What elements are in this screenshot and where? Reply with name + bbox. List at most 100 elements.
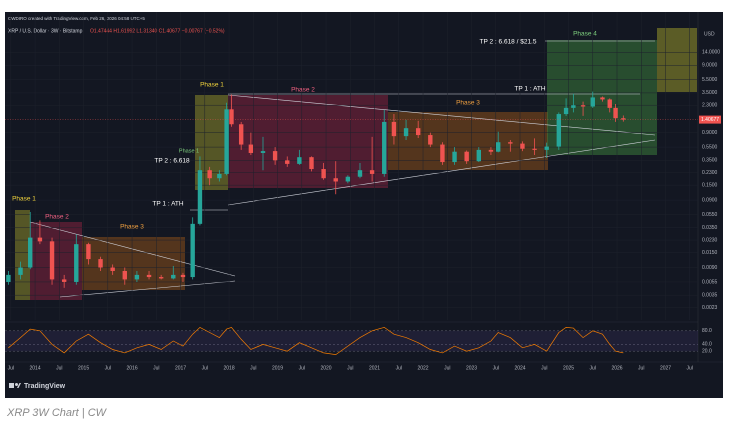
annotation: Phase 3 (456, 100, 480, 107)
zone-box (388, 112, 548, 170)
candle-body (197, 170, 203, 224)
x-tick-label: Jul (590, 365, 596, 371)
zone-box (30, 222, 82, 300)
annotation: Phase 2 (291, 87, 315, 94)
x-tick-label: Jul (299, 365, 305, 371)
y-tick-label: 2.3000 (702, 103, 718, 109)
annotation: TP 1 : ATH (514, 86, 545, 93)
x-tick-label: 2020 (320, 365, 331, 371)
annotations: Phase 1 Phase 2 Phase 3 Phase 1 Phase 2 … (12, 31, 597, 231)
x-tick-label: 2017 (175, 365, 186, 371)
y-tick-label: 5.5000 (702, 77, 718, 83)
candle-body (272, 151, 278, 161)
annotation: Phase 1 (12, 196, 36, 203)
y-tick-label: 0.9000 (702, 130, 718, 136)
trend-line (227, 94, 656, 136)
ohlc-text: O1.47444 H1.61992 L1.31340 C1.40677 −0.0… (90, 28, 225, 34)
annotation: Phase 2 (45, 214, 69, 221)
candle-body (476, 149, 482, 162)
x-tick-label: Jul (444, 365, 450, 371)
marks: 14.0000 9.0000 5.5000 3.5000 2.3000 0.9000 0.5… (5, 12, 721, 371)
candle-body (37, 237, 43, 242)
brand-text: TradingView (24, 383, 66, 390)
candle-body (391, 121, 397, 137)
branding: TradingView (9, 383, 66, 390)
candle-body (520, 143, 525, 149)
candle-body (452, 151, 457, 163)
candle-body (571, 105, 576, 108)
candle-body (49, 241, 55, 280)
y-tick-label: 0.0035 (702, 293, 718, 299)
last-price-label: 1.40677 (701, 117, 719, 123)
candle-body (248, 144, 254, 153)
candle-body (229, 109, 234, 125)
annotation: TP 2 : 6.618 / $21.5 (480, 39, 537, 46)
candle-body (369, 170, 375, 174)
y-tick-label: 0.3500 (702, 158, 718, 164)
x-tick-label: 2016 (126, 365, 137, 371)
candle-body (580, 105, 586, 107)
candle-body (488, 149, 494, 152)
logo-mark (9, 383, 14, 388)
x-tick-label: 2023 (466, 365, 477, 371)
x-tick-label: 2021 (369, 365, 380, 371)
candle-body (110, 267, 115, 271)
candle-body (158, 277, 164, 279)
trend-line (29, 221, 236, 277)
symbol-text: XRP / U.S. Dollar · 3W · Bitstamp (8, 28, 83, 34)
oscillator-band (5, 330, 698, 352)
x-tick-label: 2014 (30, 365, 41, 371)
candle-body (28, 237, 33, 268)
zone-box (15, 210, 30, 300)
annotation: Phase 1 (200, 82, 224, 89)
y-tick-label: 0.0090 (702, 265, 718, 271)
candle-body (495, 142, 501, 152)
candle-body (224, 109, 229, 174)
candle-body (544, 146, 549, 150)
candle-body (382, 121, 387, 174)
y-tick-label: 80.0 (702, 328, 712, 334)
caption: XRP 3W Chart | CW (6, 407, 108, 419)
y-tick-label: 40.0 (702, 342, 712, 348)
candle-body (428, 135, 433, 145)
x-tick-label: 2026 (611, 365, 622, 371)
candle-body (357, 170, 363, 177)
y-tick-label: 0.0550 (702, 212, 718, 218)
y-tick-label: 0.0350 (702, 225, 718, 231)
x-tick-label: Jul (347, 365, 353, 371)
annotation: Phase 3 (120, 224, 144, 231)
candle-body (260, 151, 266, 153)
candle-body (508, 142, 513, 144)
candle-body (613, 107, 618, 119)
x-tick-label: 2027 (660, 365, 671, 371)
annotation: Phase 4 (573, 31, 597, 38)
candle-body (309, 157, 314, 170)
candle-body (146, 274, 152, 278)
x-tick-label: Jul (105, 365, 111, 371)
x-tick-label: 2025 (563, 365, 574, 371)
annotation: Phase 1 (179, 148, 199, 154)
zone-box (657, 28, 697, 92)
candle-body (171, 274, 176, 279)
trend-line (59, 280, 236, 298)
x-tick-label: Jul (202, 365, 208, 371)
candle-body (600, 97, 605, 100)
annotation: TP 1 : ATH (152, 201, 183, 208)
x-tick-label: Jul (56, 365, 62, 371)
candle-body (207, 170, 212, 179)
y-tick-label: 0.0150 (702, 250, 718, 256)
logo-mark (17, 383, 21, 388)
candle-body (86, 244, 91, 260)
candle-body (333, 178, 338, 182)
x-tick-label: Jul (8, 365, 14, 371)
oscillator-line (8, 326, 624, 355)
x-tick-label: Jul (396, 365, 402, 371)
x-tick-label: 2015 (78, 365, 89, 371)
annotation: TP 2 : 6.618 (154, 158, 190, 165)
candle-body (180, 274, 186, 278)
candle-body (134, 274, 140, 280)
y-tick-label: 0.1500 (702, 182, 718, 188)
x-tick-label: Jul (493, 365, 499, 371)
